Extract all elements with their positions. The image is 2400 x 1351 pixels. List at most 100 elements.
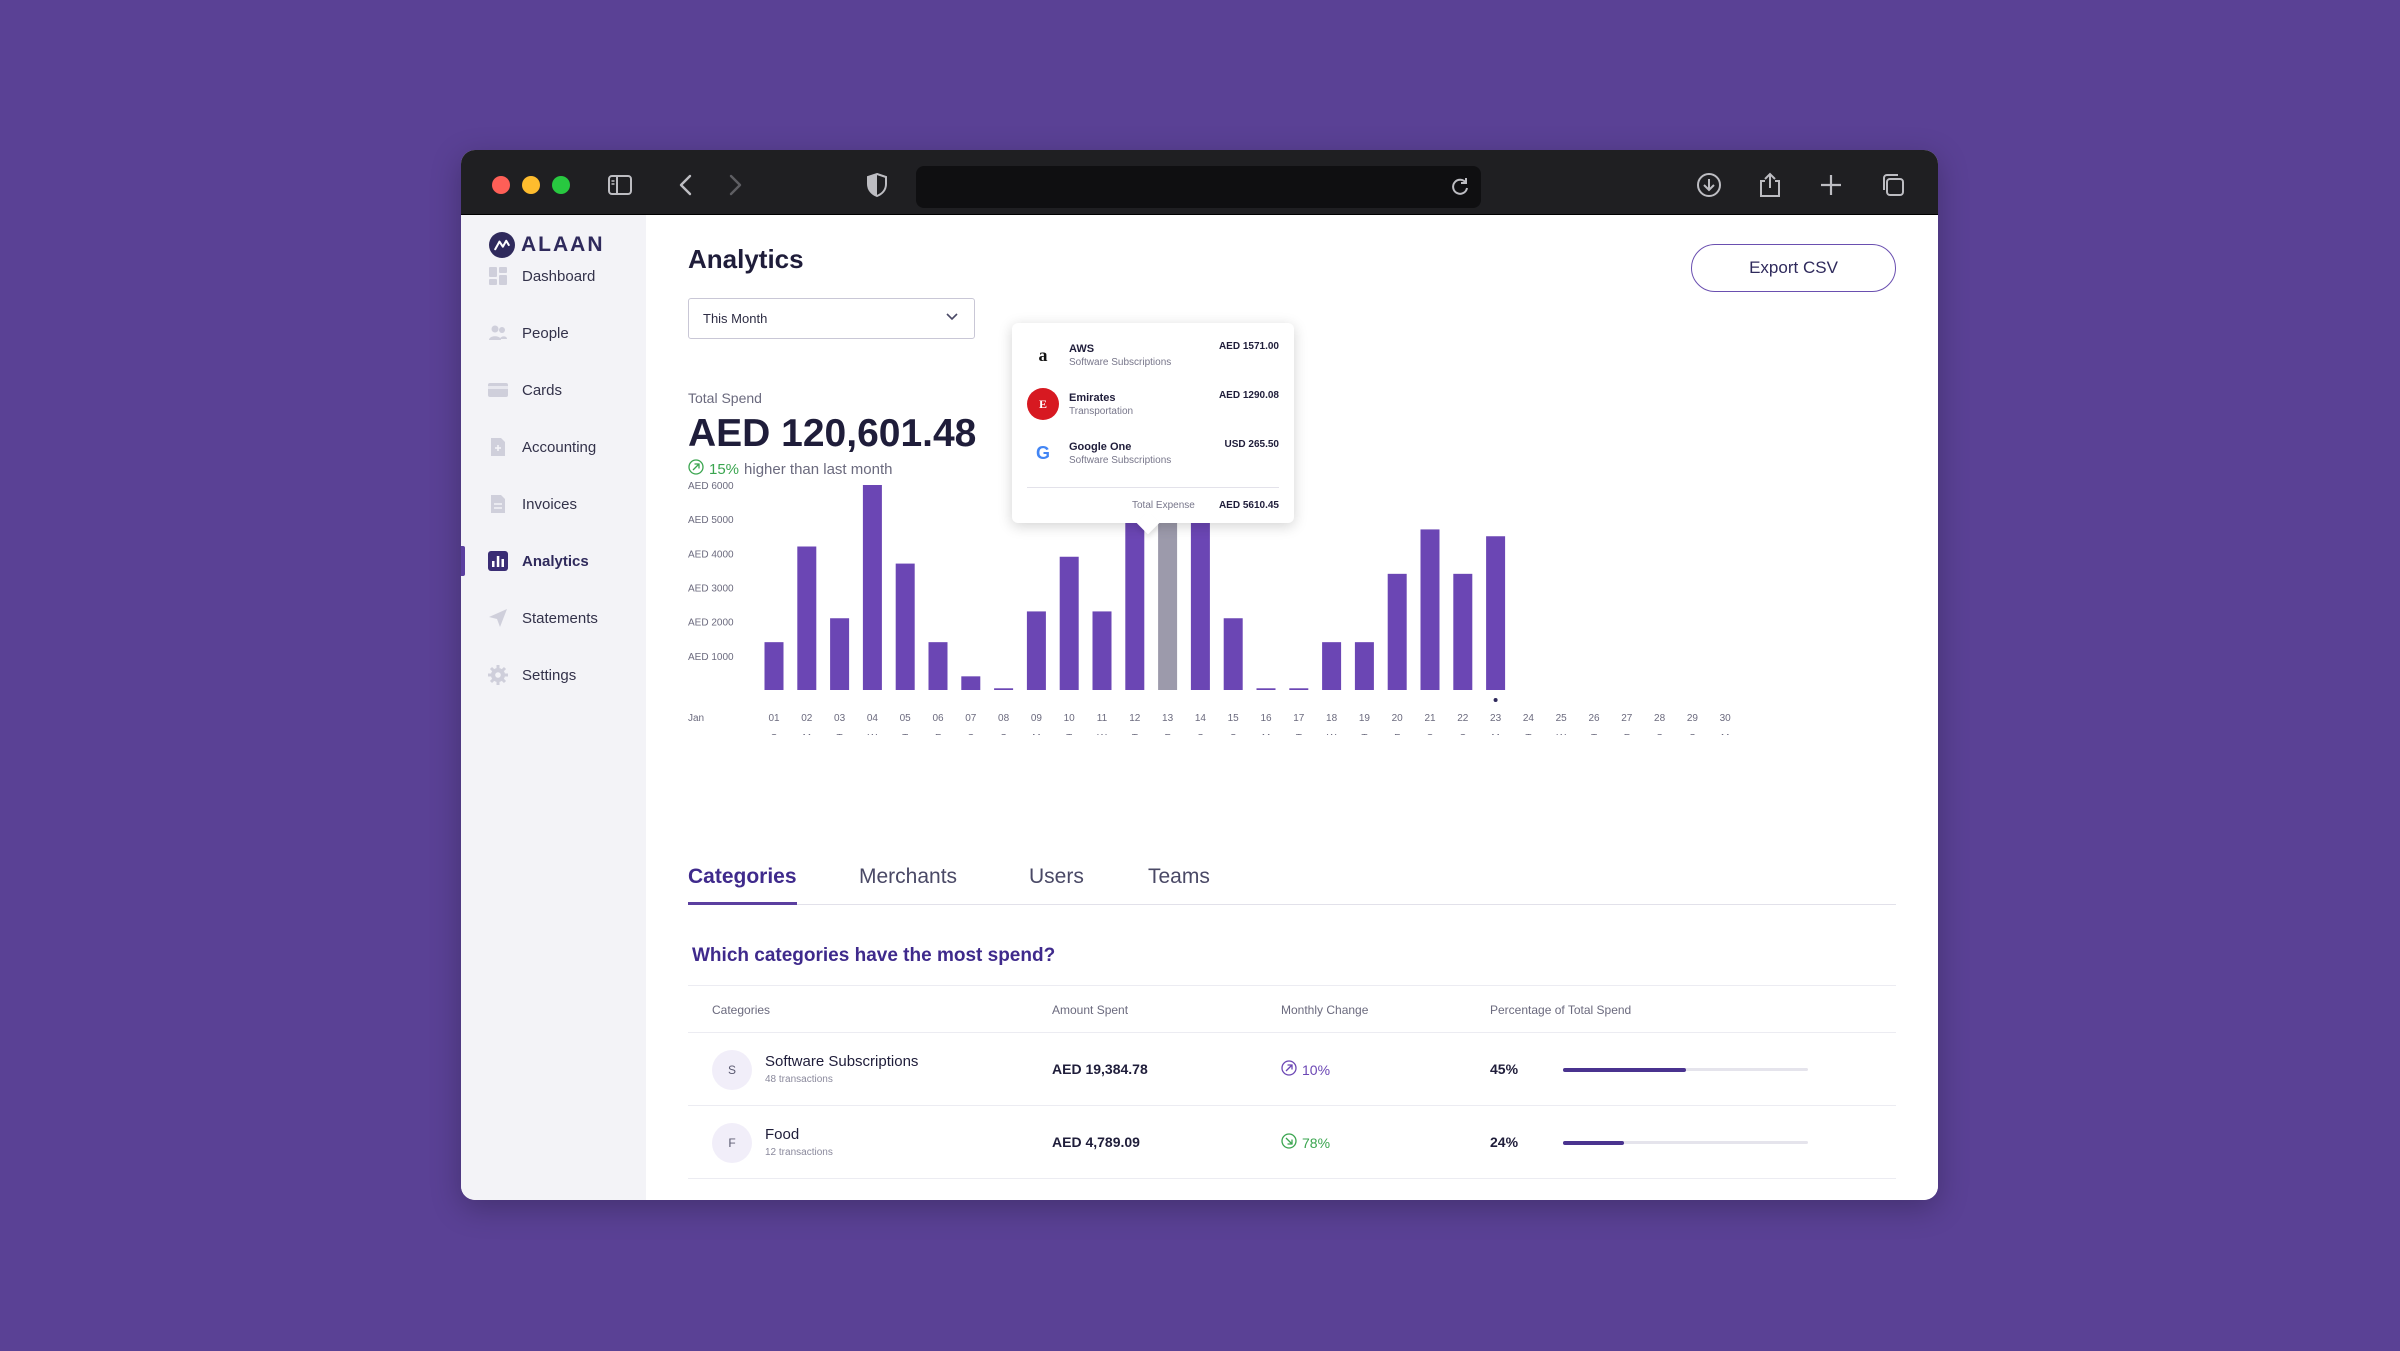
x-weekday-label: S [967,733,974,735]
export-csv-button[interactable]: Export CSV [1691,244,1896,292]
tab-teams[interactable]: Teams [1148,865,1210,888]
analytics-icon [488,551,508,571]
y-tick-label: AED 4000 [688,549,734,560]
sidebar-item-dashboard[interactable]: Dashboard [461,256,646,296]
x-weekday-label: S [771,733,778,735]
chart-bar [1289,688,1309,690]
sidebar-item-invoices[interactable]: Invoices [461,484,646,524]
chart-bar [895,563,915,690]
download-icon[interactable] [1693,169,1725,201]
today-marker [1493,698,1498,702]
sidebar-item-label: People [522,324,569,342]
sidebar-item-label: Settings [522,666,577,684]
x-tick-label: 04 [867,713,879,724]
sidebar-item-people[interactable]: People [461,313,646,353]
x-tick-label: 28 [1654,713,1666,724]
merchant-name: AWS [1069,342,1095,355]
tab-merchants[interactable]: Merchants [859,865,958,888]
merchant-name: Google One [1069,440,1132,453]
x-weekday-label: W [1556,733,1566,735]
y-tick-label: AED 2000 [688,618,734,629]
x-tick-label: 15 [1228,713,1240,724]
x-weekday-label: W [868,733,878,735]
chart-bar [1256,688,1276,690]
x-weekday-label: T [1591,733,1597,735]
tooltip-row-aws: a AWS Software Subscriptions AED 1571.00 [1027,335,1279,375]
monthly-change: 78% [1281,1133,1330,1152]
address-bar[interactable] [916,166,1481,208]
x-weekday-label: F [1165,733,1171,735]
change-text: higher than last month [744,460,893,478]
x-weekday-label: F [1624,733,1630,735]
percentage-bar-fill [1563,1140,1625,1145]
share-icon[interactable] [1754,169,1786,201]
x-tick-label: 16 [1260,713,1272,724]
back-icon[interactable] [670,169,702,201]
x-weekday-label: W [1097,733,1107,735]
analytics-tabs: Categories Merchants Users Teams [688,865,1896,905]
amount-spent: AED 19,384.78 [1052,1061,1148,1077]
sidebar-item-cards[interactable]: Cards [461,370,646,410]
table-row[interactable]: F Food 12 transactions AED 4,789.09 78% … [688,1106,1896,1179]
chevron-down-icon [944,309,960,328]
sidebar: ALAAN Dashboard People Cards Accounting … [461,215,646,1200]
logo-text: ALAAN [521,233,605,256]
x-tick-label: 19 [1359,713,1371,724]
chart-bar [862,485,882,690]
chart-bar [1354,642,1374,690]
amount-spent: AED 4,789.09 [1052,1134,1140,1150]
dashboard-icon [488,266,508,286]
column-header-percentage[interactable]: Percentage of Total Spend [1490,1003,1632,1017]
x-tick-label: 03 [834,713,846,724]
x-weekday-label: T [1296,733,1302,735]
x-tick-label: 26 [1588,713,1600,724]
chart-bar [928,642,948,690]
new-tab-icon[interactable] [1815,169,1847,201]
minimize-window-button[interactable] [522,176,540,194]
merchant-category: Software Subscriptions [1069,356,1172,368]
column-header-categories[interactable]: Categories [712,1003,771,1017]
trend-up-icon [1281,1060,1297,1079]
x-tick-label: 29 [1687,713,1699,724]
sidebar-item-settings[interactable]: Settings [461,655,646,695]
column-header-amount[interactable]: Amount Spent [1052,1003,1129,1017]
maximize-window-button[interactable] [552,176,570,194]
tooltip-row-emirates: E Emirates Transportation AED 1290.08 [1027,384,1279,424]
reload-icon[interactable] [1447,174,1473,200]
alaan-logo[interactable]: ALAAN [489,232,605,258]
x-tick-label: 22 [1457,713,1469,724]
category-name: Software Subscriptions [765,1053,919,1070]
x-tick-label: 12 [1129,713,1141,724]
y-tick-label: AED 3000 [688,584,734,595]
chart-bar [1387,573,1407,690]
y-tick-label: AED 5000 [688,515,734,526]
tab-users[interactable]: Users [1029,865,1084,888]
tab-categories[interactable]: Categories [688,865,797,905]
x-tick-label: 01 [768,713,780,724]
x-weekday-label: S [1197,733,1204,735]
sidebar-item-statements[interactable]: Statements [461,598,646,638]
sidebar-item-accounting[interactable]: Accounting [461,427,646,467]
tab-overview-icon[interactable] [1877,169,1909,201]
merchant-amount: AED 1571.00 [1218,341,1279,352]
column-header-monthly-change[interactable]: Monthly Change [1281,1003,1369,1017]
chart-bar [1026,611,1046,690]
x-weekday-label: S [1656,733,1663,735]
chart-bar [1190,508,1210,690]
settings-icon [488,665,508,685]
x-weekday-label: M [1262,733,1270,735]
privacy-shield-icon[interactable] [861,169,893,201]
sidebar-item-label: Cards [522,381,563,399]
forward-icon[interactable] [719,169,751,201]
table-row[interactable]: S Software Subscriptions 48 transactions… [688,1033,1896,1106]
sidebar-item-analytics[interactable]: Analytics [461,541,646,581]
main-content: Analytics Export CSV This Month Total Sp… [646,215,1938,1200]
close-window-button[interactable] [492,176,510,194]
sidebar-item-label: Statements [522,609,598,627]
sidebar-toggle-icon[interactable] [604,169,636,201]
period-select[interactable]: This Month [688,298,975,339]
x-tick-label: 10 [1064,713,1076,724]
chart-bar [1453,573,1473,690]
x-weekday-label: S [1459,733,1466,735]
chart-bar [961,676,981,690]
